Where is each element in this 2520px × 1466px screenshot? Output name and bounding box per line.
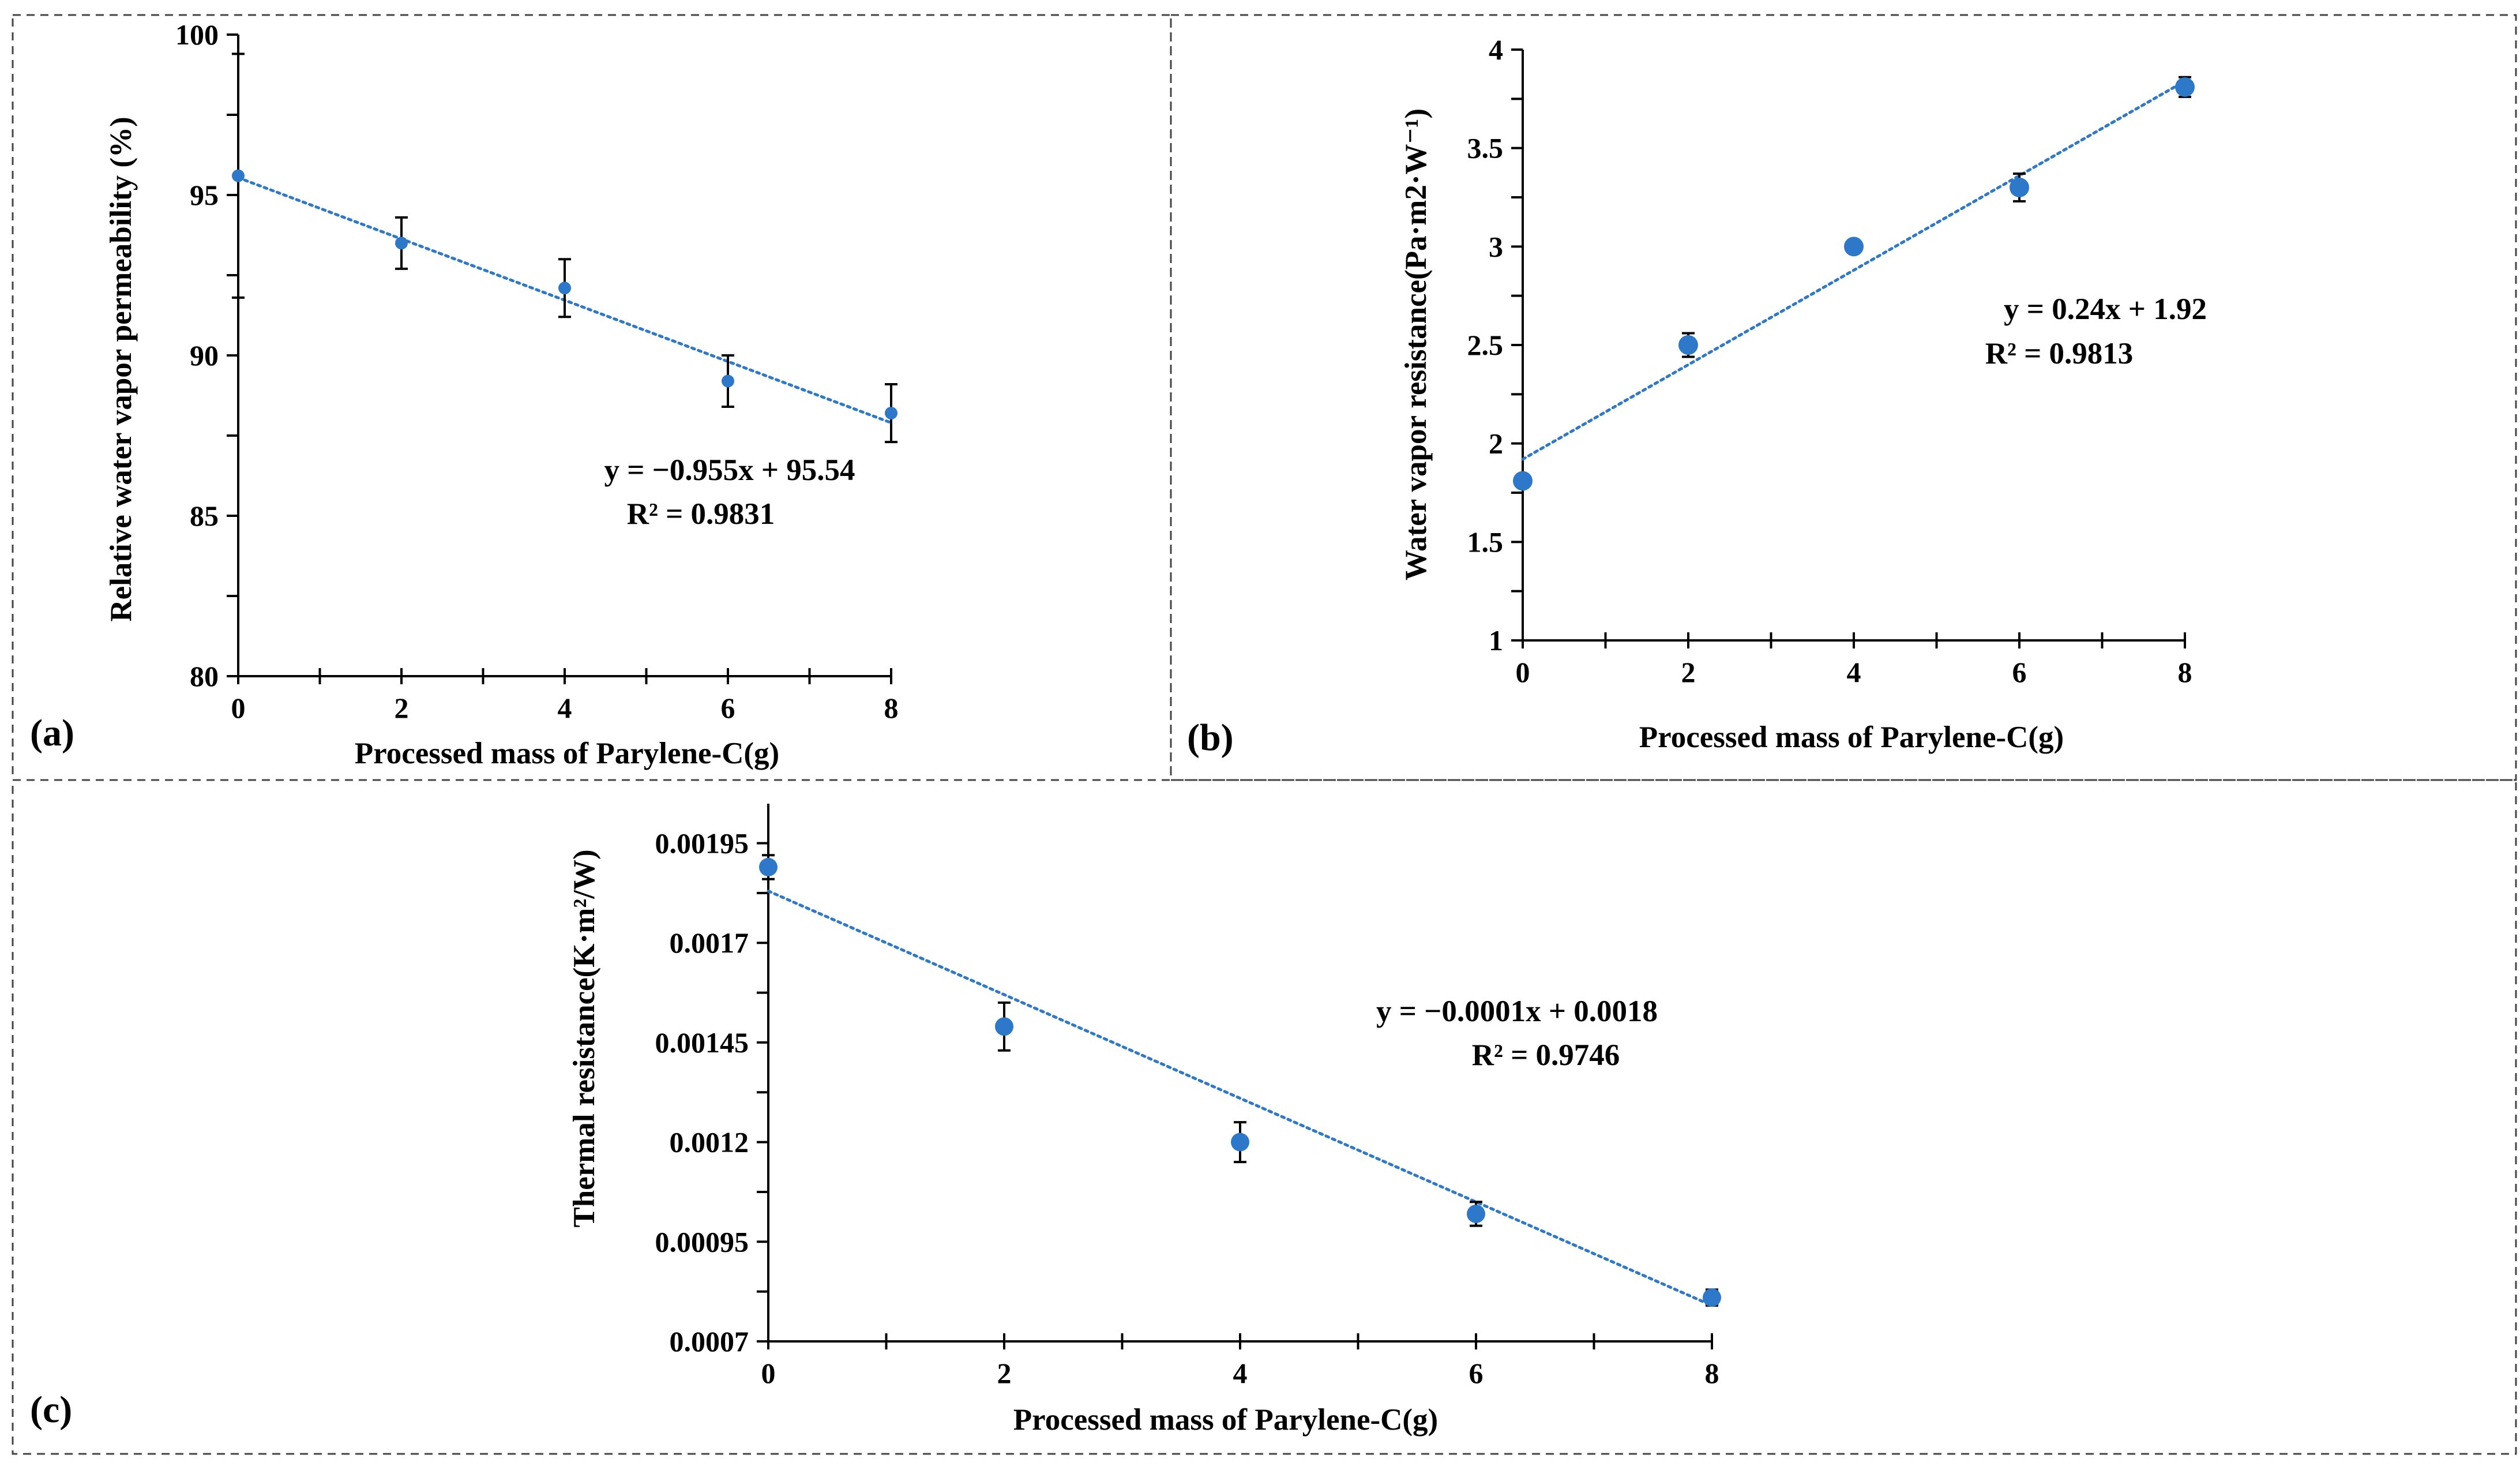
frame-a (12, 14, 1172, 781)
data-point-b (2175, 77, 2195, 97)
x-tick-label-a: 6 (721, 692, 735, 724)
panel-label-c: (c) (30, 1389, 72, 1431)
data-point-a (395, 237, 408, 250)
y-tick-label-b: 2 (1489, 428, 1503, 460)
data-point-b (1678, 335, 1698, 355)
chart-c-marks: 0 2 4 6 8 0.0007 0.00095 0.0012 0.00145 0.0017 0.0… (655, 804, 1721, 1389)
data-point-b (1844, 237, 1864, 257)
data-point-b (2010, 177, 2029, 197)
x-axis-title-c: Processed mass of Parylene-C(g) (1013, 1403, 1438, 1437)
y-tick-label-b: 1 (1489, 624, 1503, 657)
x-tick-label-c: 4 (1233, 1357, 1248, 1389)
r-squared-b: R² = 0.9813 (1985, 337, 2134, 370)
y-tick-label-c: 0.0007 (670, 1325, 749, 1358)
data-point-c (1231, 1133, 1249, 1152)
panel-label-a: (a) (30, 712, 74, 754)
equation-b: y = 0.24x + 1.92 (2004, 293, 2207, 326)
y-axis-title-c: Thermal resistance(K·m²/W) (568, 849, 601, 1227)
chart-b-marks: 0 2 4 6 8 1 1.5 2 2.5 3 3.5 4 (1467, 33, 2195, 688)
y-tick-label-b: 1.5 (1467, 526, 1504, 558)
y-tick-label-b: 4 (1489, 33, 1503, 66)
x-tick-label-a: 0 (231, 692, 246, 724)
y-axis-title-b: Water vapor resistance(Pa·m2·W⁻¹) (1399, 108, 1433, 580)
y-tick-label-a: 100 (175, 18, 219, 51)
panel-frames (12, 14, 2517, 1455)
y-tick-label-b: 3.5 (1467, 132, 1504, 164)
x-tick-label-b: 0 (1516, 656, 1530, 688)
equation-a: y = −0.955x + 95.54 (604, 453, 855, 487)
x-tick-label-b: 8 (2178, 656, 2192, 688)
x-tick-label-a: 4 (558, 692, 572, 724)
y-tick-label-a: 90 (190, 339, 219, 372)
data-point-c (995, 1017, 1013, 1036)
x-axis-title-b: Processed mass of Parylene-C(g) (1639, 721, 2064, 754)
y-tick-label-c: 0.0012 (670, 1126, 749, 1158)
y-axis-title-a: Relative water vapor permeability (%) (104, 117, 138, 621)
chart-b: 0 2 4 6 8 1 1.5 2 2.5 3 3.5 4 (b) Processed mass of… (1187, 33, 2207, 759)
y-tick-label-b: 3 (1489, 230, 1503, 263)
data-point-a (885, 407, 897, 420)
y-tick-label-c: 0.00195 (655, 827, 749, 860)
data-point-c (759, 857, 778, 876)
chart-a-marks: 0 2 4 6 8 80 85 90 95 100 (175, 18, 899, 724)
y-tick-label-a: 80 (190, 660, 219, 692)
y-tick-label-c: 0.00095 (655, 1225, 749, 1258)
x-tick-label-b: 6 (2012, 656, 2027, 688)
x-tick-label-b: 2 (1681, 656, 1696, 688)
x-tick-label-c: 6 (1469, 1357, 1484, 1389)
y-tick-label-b: 2.5 (1467, 329, 1504, 361)
r-squared-c: R² = 0.9746 (1472, 1038, 1620, 1072)
panel-label-b: (b) (1187, 717, 1234, 759)
y-tick-label-a: 95 (190, 179, 219, 211)
x-axis-title-a: Processed mass of Parylene-C(g) (355, 737, 779, 770)
y-tick-label-c: 0.00145 (655, 1026, 749, 1059)
x-tick-label-a: 2 (395, 692, 409, 724)
data-point-a (558, 282, 571, 295)
x-tick-label-a: 8 (884, 692, 899, 724)
trendline-c (767, 889, 1714, 1307)
x-tick-label-b: 4 (1847, 656, 1861, 688)
frame-b (1170, 14, 2517, 781)
frame-c (12, 779, 2517, 1455)
data-point-b (1513, 471, 1533, 491)
equation-c: y = −0.0001x + 0.0018 (1376, 995, 1658, 1028)
data-point-c (1703, 1288, 1721, 1307)
r-squared-a: R² = 0.9831 (627, 497, 775, 531)
y-tick-label-a: 85 (190, 500, 219, 532)
data-point-a (722, 374, 734, 388)
x-tick-label-c: 2 (997, 1357, 1012, 1389)
x-tick-label-c: 0 (761, 1357, 776, 1389)
x-tick-label-c: 8 (1705, 1357, 1719, 1389)
chart-c: 0 2 4 6 8 0.0007 0.00095 0.0012 0.00145 0.0017 0.0… (30, 804, 1721, 1437)
chart-a: 0 2 4 6 8 80 85 90 95 100 (a) Processed mass of P… (30, 18, 899, 770)
data-point-c (1467, 1204, 1485, 1223)
data-point-a (232, 169, 245, 182)
trendline-b (1521, 80, 2187, 461)
y-tick-label-c: 0.0017 (670, 927, 749, 959)
